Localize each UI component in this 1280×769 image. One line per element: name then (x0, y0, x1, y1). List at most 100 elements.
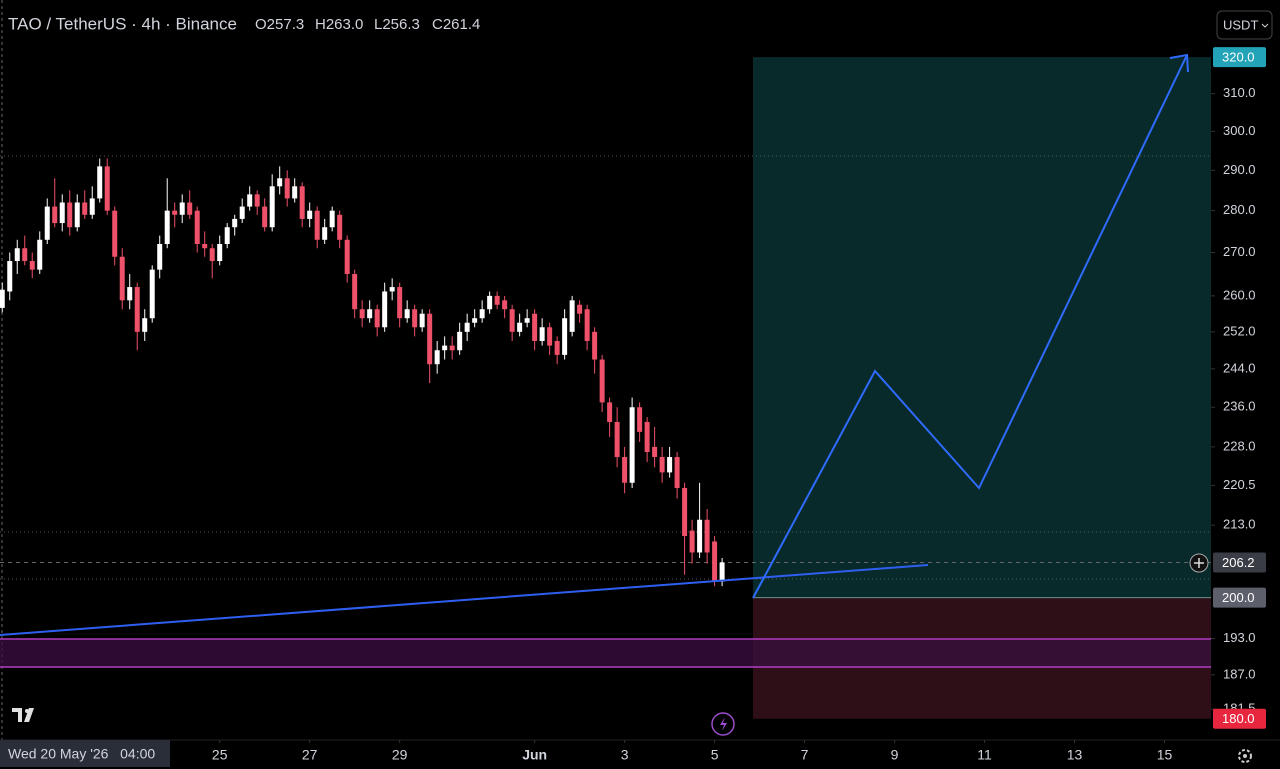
candle-body (0, 289, 5, 308)
candle-body (524, 318, 530, 323)
candle-body (29, 261, 35, 270)
candle-body (644, 421, 650, 452)
candle-body (682, 487, 688, 537)
candle-body (37, 239, 43, 270)
time-axis (0, 740, 1280, 769)
candle-body (359, 309, 365, 319)
candle-body (149, 269, 155, 319)
candle-body (599, 359, 605, 403)
candle-body (652, 446, 658, 458)
candle-body (67, 202, 73, 228)
candle-body (389, 287, 395, 292)
candle-body (539, 327, 545, 341)
price-badge (1213, 47, 1266, 68)
x-tick-label: 27 (302, 747, 318, 763)
candle-body (89, 198, 95, 215)
candle-body (217, 244, 223, 262)
candle-body (344, 239, 350, 274)
zones (0, 57, 1211, 719)
candle-body (142, 318, 148, 332)
y-tick-label: 270.0 (1223, 244, 1256, 259)
candle-body (479, 309, 485, 319)
price-badge (1213, 552, 1266, 573)
candle-body (337, 214, 343, 240)
ohlc-c: C261.4 (432, 16, 480, 33)
candle-body (209, 248, 215, 262)
price-badge-label: 200.0 (1222, 590, 1255, 605)
candle-body (592, 331, 598, 360)
candle-body (442, 345, 448, 351)
candle-body (74, 202, 80, 228)
candle-body (134, 287, 140, 332)
candle-body (434, 350, 440, 365)
price-badge-label: 320.0 (1222, 50, 1255, 65)
candle-body (704, 519, 710, 553)
y-tick-label: 236.0 (1223, 399, 1256, 414)
y-tick-label: 252.0 (1223, 323, 1256, 338)
candle-body (164, 210, 170, 245)
crosshair-time: Wed 20 May '26 04:00 (8, 746, 155, 762)
x-tick-label: Jun (522, 747, 547, 763)
alert-icon[interactable] (711, 712, 735, 736)
candle-body (322, 227, 328, 240)
candle-body (194, 210, 200, 245)
candle-body (374, 309, 380, 328)
candle-body (52, 206, 58, 224)
y-tick-label: 280.0 (1223, 202, 1256, 217)
candle-body (382, 291, 388, 328)
candle-body (202, 244, 208, 249)
candle-body (667, 457, 673, 473)
y-tick-label: 260.0 (1223, 287, 1256, 302)
candle-body (397, 287, 403, 319)
candle-body (577, 304, 583, 314)
candle-body (494, 295, 500, 305)
candle-body (299, 186, 305, 219)
candle-body (712, 541, 718, 582)
candle-body (329, 210, 335, 228)
price-badge-label: 180.0 (1222, 711, 1255, 726)
candle-body (7, 261, 13, 292)
candle-body (464, 322, 470, 332)
candle-body (254, 194, 260, 207)
candle-body (127, 287, 133, 301)
candle-body (509, 309, 515, 332)
alert-bolt (720, 717, 727, 731)
candle-body (112, 210, 118, 257)
support-band (0, 639, 1211, 668)
candle-body (284, 178, 290, 199)
x-tick-label: 5 (711, 747, 719, 763)
candle-body (412, 309, 418, 328)
trend-line (0, 564, 929, 636)
candle-body (224, 227, 230, 245)
candle-body (629, 407, 635, 483)
price-badge (1213, 708, 1266, 729)
settings-icon[interactable] (1238, 749, 1252, 763)
y-tick-label: 290.0 (1223, 162, 1256, 177)
axes: 310.0 300.0 290.0 280.0 270.0 260.0 252.0 244.0… (212, 47, 1266, 763)
candle-body (179, 202, 185, 215)
candle-body (97, 166, 103, 199)
candle-body (719, 562, 725, 582)
candle-body (22, 248, 28, 262)
currency-button[interactable] (1216, 10, 1273, 40)
candle-body (502, 300, 508, 310)
x-tick-label: 7 (801, 747, 809, 763)
arrow-head (1169, 53, 1189, 73)
price-axis (1211, 0, 1280, 769)
candle-body (449, 345, 455, 351)
x-tick-label: 13 (1067, 747, 1083, 763)
price-badge-label: 206.2 (1222, 555, 1255, 570)
candle-body (637, 407, 643, 432)
ohlc-h: H263.0 (315, 16, 363, 33)
candle-body (659, 457, 665, 473)
candle-body (517, 322, 523, 332)
candle-body (307, 210, 313, 219)
profit-zone (753, 57, 1211, 598)
candle-body (419, 313, 425, 328)
candle-body (457, 331, 463, 351)
candle-body (607, 402, 613, 422)
currency-label[interactable]: USDT (1223, 17, 1258, 32)
tv-logo (12, 708, 34, 722)
candle-body (487, 295, 493, 310)
